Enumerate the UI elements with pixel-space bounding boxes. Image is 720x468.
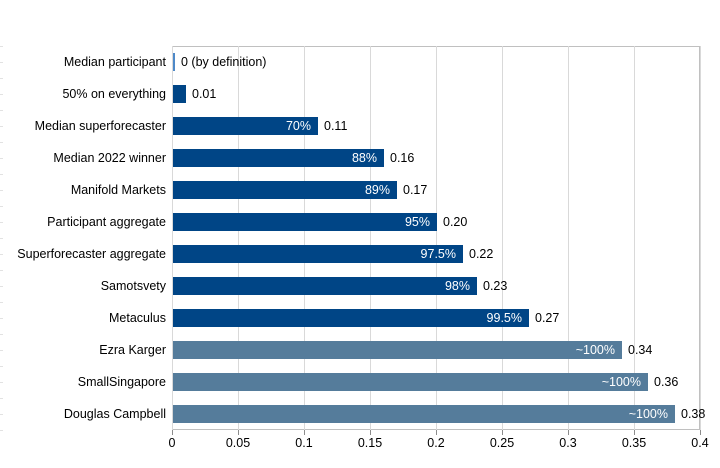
category-label: Manifold Markets [70,183,166,197]
bar-value-label: 0.38 [681,407,706,421]
x-axis-tick [370,430,371,435]
category-axis-tick [0,62,3,63]
category-axis-tick [0,254,3,255]
category-axis-tick [0,430,3,431]
bar: ~100% [173,373,648,391]
category-axis-tick [0,78,3,79]
bar-value-label: 0.16 [390,151,415,165]
bar-value-label: 0.20 [443,215,468,229]
category-axis-tick [0,222,3,223]
category-axis-tick [0,174,3,175]
bar [173,53,175,71]
bar: 89% [173,181,397,199]
bar-inside-label: ~100% [628,407,668,421]
bar-inside-label: 89% [364,183,390,197]
x-tick-label: 0.4 [691,436,709,450]
bar-value-label: 0.27 [535,311,560,325]
bar-inside-label: 88% [351,151,377,165]
x-axis-tick [172,430,173,435]
bar: 98% [173,277,477,295]
x-axis-tick [634,430,635,435]
category-label: Ezra Karger [99,343,166,357]
bar-inside-label: 98% [444,279,470,293]
bar: 95% [173,213,437,231]
category-axis-tick [0,238,3,239]
category-axis-tick [0,158,3,159]
bar-inside-label: 99.5% [486,311,522,325]
x-tick-label: 0.25 [489,436,515,450]
x-tick-label: 0.15 [357,436,383,450]
category-label: Participant aggregate [47,215,166,229]
category-label: Median 2022 winner [53,151,166,165]
category-label: Superforecaster aggregate [17,247,166,261]
category-axis-tick [0,318,3,319]
gridline [502,46,503,430]
bar-inside-label: ~100% [575,343,615,357]
bar: ~100% [173,341,622,359]
category-axis-tick [0,110,3,111]
category-axis-tick [0,366,3,367]
category-axis-tick [0,286,3,287]
category-axis-tick [0,126,3,127]
category-label: Metaculus [109,311,166,325]
category-label: Douglas Campbell [63,407,166,421]
category-axis-tick [0,142,3,143]
x-tick-label: 0.3 [559,436,577,450]
category-axis-tick [0,398,3,399]
bar: 97.5% [173,245,463,263]
bar-value-label: 0 (by definition) [181,55,267,69]
category-label: Median participant [63,55,166,69]
category-axis-tick [0,206,3,207]
category-axis-tick [0,46,3,47]
bar-value-label: 0.11 [324,119,348,133]
gridline [700,46,701,430]
x-axis-tick [700,430,701,435]
gridline [304,46,305,430]
category-label: Samotsvety [100,279,166,293]
category-axis-tick [0,414,3,415]
gridline [370,46,371,430]
bar-value-label: 0.34 [628,343,653,357]
category-axis-tick [0,350,3,351]
bar-value-label: 0.01 [192,87,217,101]
x-axis-tick [304,430,305,435]
bar-value-label: 0.22 [469,247,494,261]
x-tick-label: 0 [168,436,176,450]
bar-inside-label: 70% [285,119,311,133]
category-axis-tick [0,190,3,191]
x-axis-tick [238,430,239,435]
category-label: Median superforecaster [34,119,166,133]
bar-inside-label: 95% [404,215,430,229]
bar-value-label: 0.23 [483,279,508,293]
category-label: 50% on everything [62,87,166,101]
gridline [634,46,635,430]
gridline [568,46,569,430]
gridline [238,46,239,430]
x-tick-label: 0.1 [295,436,313,450]
bar-value-label: 0.36 [654,375,679,389]
x-axis-tick [436,430,437,435]
bar: 70% [173,117,318,135]
bar-inside-label: 97.5% [420,247,456,261]
bar: 88% [173,149,384,167]
x-tick-label: 0.2 [427,436,445,450]
gridline [436,46,437,430]
bar-inside-label: ~100% [601,375,641,389]
bar [173,85,186,103]
gridline [172,46,173,430]
category-axis-tick [0,302,3,303]
bar: ~100% [173,405,675,423]
category-axis-tick [0,94,3,95]
x-tick-label: 0.05 [225,436,251,450]
category-axis-tick [0,382,3,383]
category-label: SmallSingapore [77,375,166,389]
bar-value-label: 0.17 [403,183,428,197]
x-axis-tick [568,430,569,435]
x-tick-label: 0.35 [621,436,647,450]
category-axis-tick [0,334,3,335]
bar: 99.5% [173,309,529,327]
category-axis-tick [0,270,3,271]
x-axis-tick [502,430,503,435]
